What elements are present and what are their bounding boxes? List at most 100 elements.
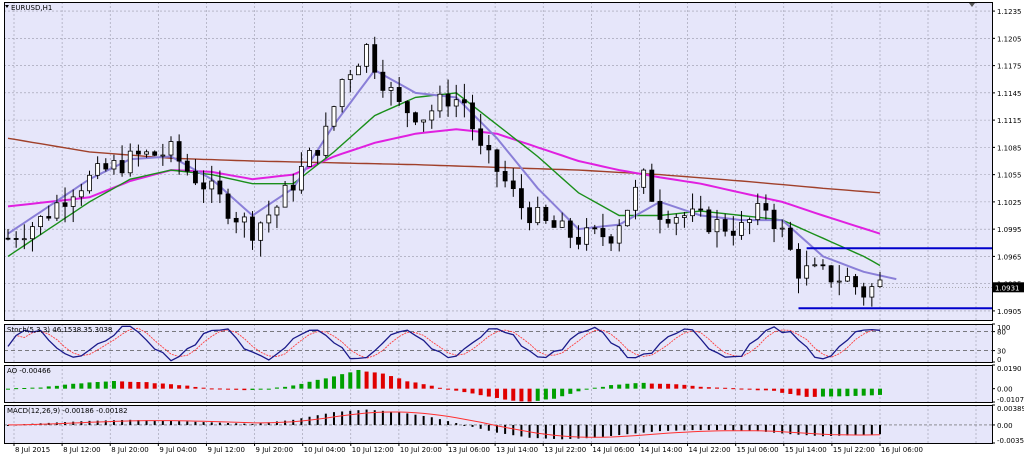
macd-bar [634, 424, 637, 434]
candle-body [339, 79, 345, 108]
candle-body [828, 265, 834, 283]
price-tick-label: 1.1205 [997, 35, 1022, 43]
macd-bar [553, 424, 556, 439]
ao-bar [617, 384, 622, 389]
macd-bar [341, 411, 344, 425]
ao-bar [193, 386, 198, 389]
time-tick-label: 13 Jul 06:00 [448, 446, 490, 454]
ao-title: AO -0.00466 [7, 367, 51, 375]
candle-body [168, 141, 174, 156]
macd-bar [357, 410, 360, 425]
time-axis[interactable]: 8 Jul 2015 8 Jul 12:00 8 Jul 20:00 9 Jul 04… [13, 443, 923, 454]
macd-bar [390, 411, 393, 425]
ao-bar [755, 388, 760, 391]
macd-bar [137, 420, 140, 425]
ao-bar [217, 388, 222, 390]
ao-bar [535, 388, 540, 401]
candle-body [119, 160, 125, 174]
macd-bar [512, 424, 515, 436]
ao-bar [421, 384, 426, 389]
candle-body [111, 160, 117, 170]
macd-bar [129, 419, 132, 425]
macd-bar [789, 424, 792, 435]
time-tick-label: 9 Jul 12:00 [207, 446, 245, 454]
candle-body [396, 87, 402, 102]
macd-histogram [4, 409, 992, 440]
candle-body [869, 286, 875, 298]
ao-bar [853, 388, 858, 396]
ao-bar [177, 385, 182, 389]
grid-lines [4, 2, 992, 443]
chart-menu-icon[interactable] [5, 5, 9, 8]
candle-body [624, 209, 630, 227]
ao-bar [226, 388, 231, 390]
macd-bar [830, 424, 833, 436]
candle-body [364, 44, 369, 67]
macd-panel[interactable] [4, 405, 992, 443]
ao-bar [511, 388, 516, 401]
ao-bar [820, 388, 825, 397]
ao-bar [715, 387, 720, 389]
macd-bar [724, 424, 727, 431]
macd-bar [626, 424, 629, 435]
ao-bar [413, 382, 418, 389]
candle-body [135, 150, 141, 155]
macd-bar [536, 424, 539, 439]
ao-bar [780, 388, 785, 393]
ao-bar [527, 388, 532, 402]
candle-body [535, 207, 541, 224]
macd-bar [495, 424, 498, 433]
macd-bar [821, 424, 824, 437]
macd-bar [121, 420, 124, 425]
ao-bar [788, 388, 793, 394]
ao-bar [144, 382, 149, 389]
candle-body [461, 99, 467, 104]
ao-bar [674, 384, 679, 389]
macd-bar [585, 424, 588, 439]
ao-bar [845, 388, 850, 397]
chart-shift-icon[interactable] [969, 3, 975, 7]
candle-body [30, 226, 35, 240]
ao-tick-label: 0.00 [997, 386, 1013, 394]
price-tick-label: 1.1115 [997, 117, 1022, 125]
candle-body [845, 276, 850, 282]
candle-body [46, 216, 52, 219]
candle-body [453, 99, 459, 107]
macd-bar [748, 424, 751, 431]
macd-bar [349, 410, 352, 425]
candle-body [861, 286, 867, 298]
ma-magenta-line [7, 128, 881, 235]
macd-bar [781, 424, 784, 434]
ao-bar [543, 388, 548, 400]
candle-body [388, 87, 394, 91]
candle-body [836, 280, 842, 283]
ao-bar [136, 382, 141, 389]
candle-body [290, 184, 296, 191]
candle-body [853, 276, 858, 288]
time-tick-label: 14 Jul 06:00 [592, 446, 634, 454]
time-tick-label: 14 Jul 14:00 [640, 446, 682, 454]
macd-bar [284, 420, 287, 425]
macd-bar [691, 424, 694, 431]
macd-bar [879, 424, 881, 435]
macd-bar [479, 424, 482, 429]
candle-body [771, 209, 777, 230]
ao-bar [380, 373, 385, 389]
ao-bar [250, 388, 255, 390]
price-axis[interactable]: 1.1235 1.1205 1.1175 1.1145 1.1115 1.1085 1.10… [992, 8, 1024, 445]
macd-bar [202, 422, 205, 425]
ao-bar [331, 376, 336, 389]
candle-body [519, 188, 524, 209]
ao-bar [63, 384, 68, 389]
macd-bar [610, 424, 613, 436]
candle-body [616, 225, 622, 244]
ao-bar [739, 388, 744, 390]
time-tick-label: 13 Jul 14:00 [496, 446, 538, 454]
candle-body [225, 193, 231, 219]
horizontal-lines[interactable] [798, 247, 992, 310]
ao-bar [103, 381, 108, 389]
ao-bar [861, 388, 866, 396]
macd-bar [642, 424, 645, 433]
macd-bar [593, 424, 596, 438]
